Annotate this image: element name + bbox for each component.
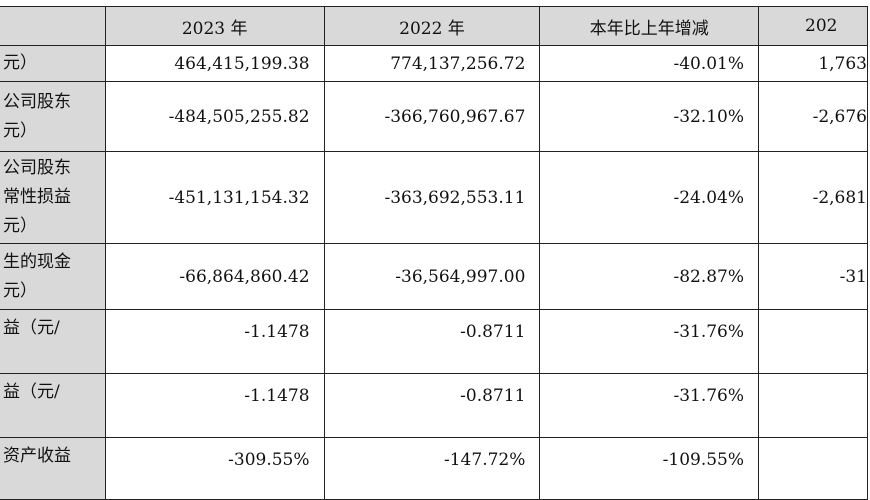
value-2022: 774,137,256.72 xyxy=(323,45,541,82)
value-2022: -0.8711 xyxy=(323,373,541,438)
row-label-line: 益（元/ xyxy=(3,318,60,338)
row-label-line: 元） xyxy=(3,120,37,141)
value-change: -109.55% xyxy=(539,437,760,500)
value-change: -31.76% xyxy=(539,373,760,438)
value-2023: -309.55% xyxy=(104,437,325,500)
table-row: 益（元/ -1.1478 -0.8711 -31.76% xyxy=(0,309,868,374)
row-label-line: 元） xyxy=(3,53,37,73)
row-label: 公司股东 元） xyxy=(0,81,106,152)
value-change: -40.01% xyxy=(539,45,760,82)
row-label: 公司股东 常性损益 元） xyxy=(0,151,106,244)
value-prior: -31 xyxy=(758,243,868,310)
value-prior xyxy=(758,437,868,500)
table-row: 生的现金 元） -66,864,860.42 -36,564,997.00 -8… xyxy=(0,243,868,310)
header-prior-year: 202 xyxy=(758,6,868,46)
value-prior xyxy=(758,309,868,374)
header-yoy-change: 本年比上年增减 xyxy=(539,6,760,46)
financial-summary-table: 2023 年 2022 年 本年比上年增减 202 元） 464,415,199… xyxy=(0,6,868,500)
value-2023: -484,505,255.82 xyxy=(104,81,325,152)
row-label-line: 资产收益 xyxy=(3,446,71,466)
value-2023: 464,415,199.38 xyxy=(104,45,325,82)
value-change: -31.76% xyxy=(539,309,760,374)
value-change: -32.10% xyxy=(539,81,760,152)
header-2022: 2022 年 xyxy=(323,6,541,46)
value-2022: -0.8711 xyxy=(323,309,541,374)
value-prior: -2,676 xyxy=(758,81,868,152)
table-row: 元） 464,415,199.38 774,137,256.72 -40.01%… xyxy=(0,45,868,82)
value-2023: -1.1478 xyxy=(104,309,325,374)
table-row: 资产收益 -309.55% -147.72% -109.55% xyxy=(0,437,868,500)
row-label-line: 元） xyxy=(3,216,37,236)
value-prior: 1,763 xyxy=(758,45,868,82)
row-label-line: 公司股东 xyxy=(3,158,71,178)
value-prior: -2,681 xyxy=(758,151,868,244)
value-2022: -36,564,997.00 xyxy=(323,243,541,310)
value-change: -24.04% xyxy=(539,151,760,244)
header-row: 2023 年 2022 年 本年比上年增减 202 xyxy=(0,6,868,46)
row-label-line: 元） xyxy=(3,280,37,301)
row-label: 益（元/ xyxy=(0,373,106,438)
row-label: 元） xyxy=(0,45,106,82)
header-2023: 2023 年 xyxy=(104,6,325,46)
table-row: 公司股东 元） -484,505,255.82 -366,760,967.67 … xyxy=(0,81,868,152)
value-2022: -366,760,967.67 xyxy=(323,81,541,152)
value-2023: -1.1478 xyxy=(104,373,325,438)
row-label: 益（元/ xyxy=(0,309,106,374)
value-2023: -451,131,154.32 xyxy=(104,151,325,244)
row-label-line: 生的现金 xyxy=(3,251,71,272)
row-label-line: 常性损益 xyxy=(3,187,71,207)
value-2022: -147.72% xyxy=(323,437,541,500)
header-label-cell xyxy=(0,6,106,46)
value-2023: -66,864,860.42 xyxy=(104,243,325,310)
row-label: 资产收益 xyxy=(0,437,106,500)
table-row: 公司股东 常性损益 元） -451,131,154.32 -363,692,55… xyxy=(0,151,868,244)
row-label: 生的现金 元） xyxy=(0,243,106,310)
table-row: 益（元/ -1.1478 -0.8711 -31.76% xyxy=(0,373,868,438)
value-2022: -363,692,553.11 xyxy=(323,151,541,244)
row-label-line: 公司股东 xyxy=(3,91,71,112)
value-change: -82.87% xyxy=(539,243,760,310)
row-label-line: 益（元/ xyxy=(3,382,60,402)
value-prior xyxy=(758,373,868,438)
